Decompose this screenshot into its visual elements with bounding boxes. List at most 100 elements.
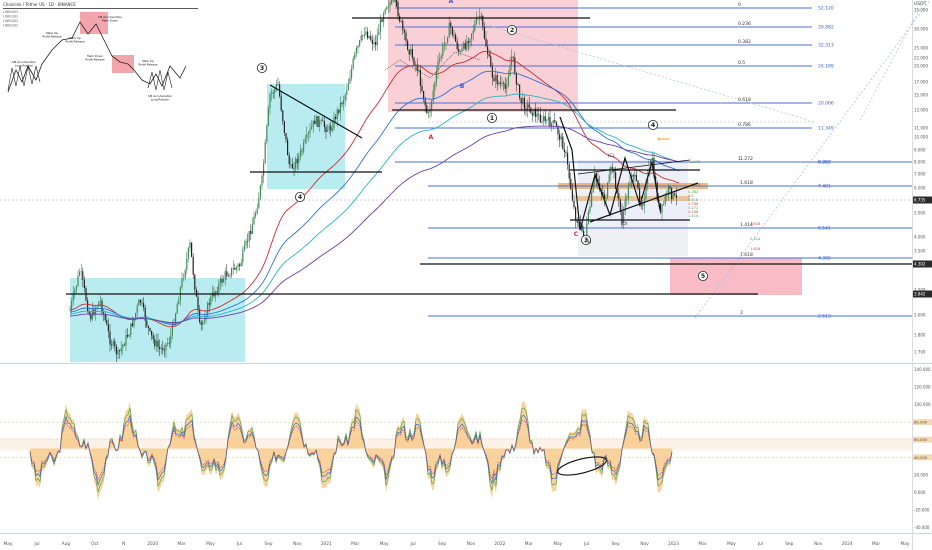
fib-ratio-label: 2 [740,310,743,316]
ema-red [69,50,680,328]
candle-body [240,262,242,266]
wave-label-circle [648,120,659,131]
candle-body [234,268,236,270]
fib-value-label: 6.541 [818,226,831,232]
candle-body [663,203,665,205]
fib-small-label: 0.786 [688,202,699,206]
candle-body [125,334,127,346]
schema-label: Mark Up [46,31,58,35]
fib-value-label: 5.252 [818,160,831,166]
candle-body [72,292,74,302]
candle-body [331,128,333,131]
candle-body [427,112,429,113]
candle-body [101,300,103,313]
candle-body [450,22,452,28]
schema-label: Mark Up [69,36,81,40]
candle-body [83,279,85,289]
fib-value-label: 26.189 [818,64,834,70]
candle-body [653,157,655,177]
time-tick-label: Mar [872,541,880,547]
time-tick-label: Mar [698,541,706,547]
candle-body [328,125,330,131]
candle-body [346,90,348,95]
candle-body [576,220,578,223]
fib-value-label: 20.066 [818,101,834,107]
schema-zone-top [80,12,108,34]
candle-body [472,30,474,34]
candle-body [565,152,567,153]
time-tick-label: May [553,541,562,547]
alert-arrow: ⟸ [657,135,670,145]
candle-body [299,150,301,156]
candle-body [616,189,618,194]
candle-body [210,296,212,305]
schema-path [7,21,187,93]
candle-body [666,195,668,197]
candle-body [570,178,572,190]
candle-body [351,68,353,78]
candle-body [482,16,484,27]
candle-body [498,82,500,85]
candle-body [141,302,143,304]
candle-body [263,163,265,176]
price-tick-label: 17.000 [914,80,928,85]
candle-body [221,278,223,283]
candle-body [82,271,84,280]
candle-body [429,109,431,113]
candle-body [223,278,225,283]
time-tick-label: Nov [467,541,476,547]
candle-body [496,75,498,85]
candle-body [333,116,335,129]
osc-level-box [913,454,932,461]
candle-body [387,6,389,8]
candle-body [503,82,505,84]
candle-body [426,105,428,113]
price-tick-label: 1.700 [914,350,926,355]
candle-body [365,31,367,35]
candle-body [480,15,482,17]
time-tick-label: Jul [583,541,589,547]
candle-body [370,36,372,41]
price-axis-unit: USDT [914,1,927,7]
schema-zone-mid [112,55,134,73]
candle-body [386,7,388,10]
time-tick-label: May [4,541,13,547]
orange-band-2 [575,196,690,201]
fib-small-label: 1.414 [688,214,699,218]
candle-body [538,113,540,115]
candle-body [162,347,164,351]
candle-body [559,134,561,140]
candle-body [122,344,124,348]
candle-body [448,22,450,38]
candle-body [120,347,122,352]
candle-body [520,97,522,104]
fib-small-label: 0.272 [688,206,698,210]
candle-body [424,99,426,106]
candle-body [456,41,458,50]
candle-body [176,304,178,314]
candle-body [154,339,156,347]
candle-body [261,175,263,186]
candle-body [191,242,193,257]
candle-body [519,84,521,98]
fib-small-label: 0.382 [688,190,698,194]
candle-body [103,312,105,315]
price-tick-label: 6.000 [914,186,926,191]
candle-body [229,275,231,277]
candle-body [567,152,569,165]
candle-body [79,272,81,276]
candle-body [160,347,162,349]
candle-body [360,35,362,41]
candle-body [149,327,151,331]
candle-body [285,132,287,140]
price-tick-label: 35.000 [914,8,928,13]
candle-body [602,191,604,195]
candle-body [167,342,169,344]
candle-body [546,119,548,121]
candle-body [93,309,95,315]
candle-body [539,114,541,123]
price-marker-text: 6.735 [914,198,926,203]
time-tick-label: Sep [612,541,620,547]
time-tick-label: Oct [91,541,99,547]
